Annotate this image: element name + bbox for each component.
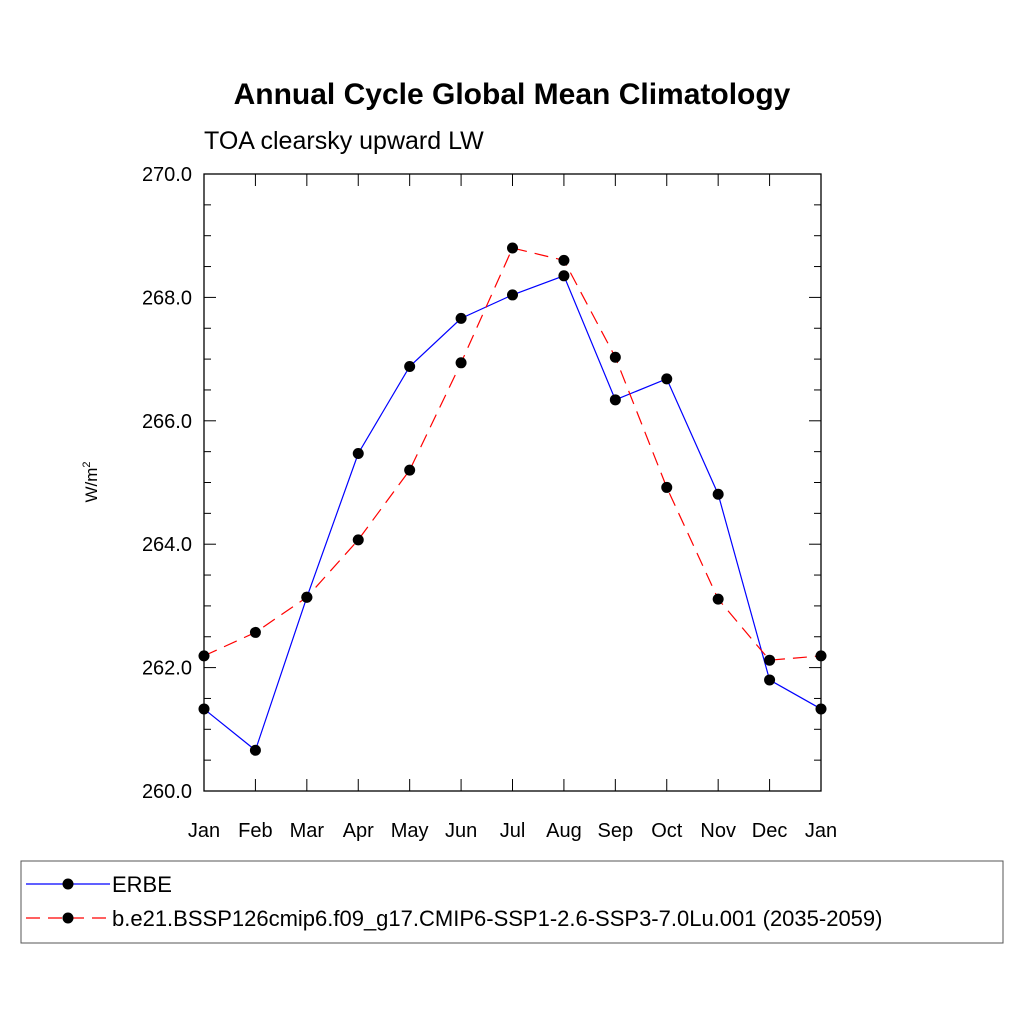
x-tick-label: Apr [343, 820, 374, 842]
series-1-point [249, 626, 261, 638]
y-axis-label-superscript: 2 [81, 461, 93, 467]
series-layer [198, 242, 827, 756]
y-tick-label: 260.0 [142, 781, 192, 803]
y-tick-label: 262.0 [142, 658, 192, 680]
legend-marker-1 [62, 912, 74, 924]
legend: ERBE b.e21.BSSP126cmip6.f09_g17.CMIP6-SSP… [20, 860, 1004, 944]
series-line-0 [203, 275, 822, 752]
x-tick-label: Aug [546, 820, 582, 842]
series-0-point [712, 488, 724, 500]
x-tick-label: Sep [598, 820, 634, 842]
series-1-point [507, 242, 518, 254]
y-tick-label: 270.0 [142, 164, 192, 186]
x-tick-label: Feb [238, 820, 272, 842]
series-0-point [661, 373, 673, 385]
legend-label-0: ERBE [112, 872, 172, 897]
legend-marker-0 [62, 878, 74, 890]
y-axis-label-base: W/m [82, 468, 101, 503]
series-1-point [455, 357, 467, 369]
y-tick-label: 266.0 [142, 411, 192, 433]
series-0-point [352, 448, 364, 460]
series-1-point [404, 464, 416, 476]
axes: Jan Feb Mar Apr May Jun Jul Aug Sep Oct Nov Dec Jan 2… [142, 164, 837, 842]
y-tick-label: 268.0 [142, 287, 192, 309]
y-axis-label: W/m2 [81, 461, 101, 502]
plot-frame [203, 173, 822, 792]
series-1-point [764, 654, 776, 666]
x-tick-label: Nov [700, 820, 736, 842]
x-tick-label: Oct [651, 820, 683, 842]
series-1-point [301, 591, 313, 603]
legend-label-1: b.e21.BSSP126cmip6.f09_g17.CMIP6-SSP1-2.… [112, 906, 882, 931]
x-tick-label: May [391, 820, 429, 842]
x-tick-label: Jan [188, 820, 220, 842]
series-0-point [609, 394, 621, 406]
series-0-point [507, 289, 518, 301]
series-1-point [352, 534, 364, 546]
x-tick-label: Jan [805, 820, 837, 842]
series-1-point [558, 254, 570, 266]
series-0-point [455, 312, 467, 324]
x-tick-label: Mar [290, 820, 325, 842]
series-0-point [558, 270, 570, 282]
series-0-point [249, 744, 261, 756]
series-line-1 [203, 247, 822, 661]
series-0-point [404, 361, 416, 373]
series-1-point [661, 481, 673, 493]
y-tick-label: 264.0 [142, 534, 192, 556]
x-tick-label: Dec [752, 820, 788, 842]
svg-text:W/m2: W/m2 [81, 461, 101, 502]
series-1-point [609, 351, 621, 363]
x-tick-label: Jul [500, 820, 526, 842]
series-0-point [764, 674, 776, 686]
series-1-point [712, 593, 724, 605]
chart-subtitle: TOA clearsky upward LW [204, 127, 484, 155]
legend-box [20, 860, 1004, 944]
chart-title: Annual Cycle Global Mean Climatology [234, 78, 791, 111]
x-tick-label: Jun [445, 820, 477, 842]
